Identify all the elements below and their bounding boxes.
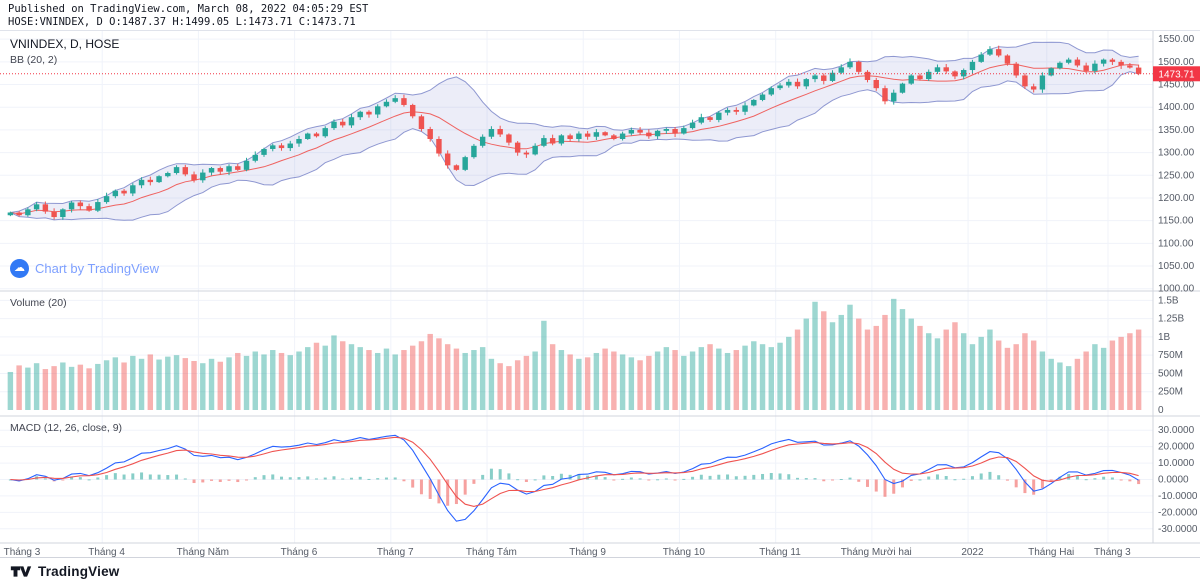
- svg-text:750M: 750M: [1158, 350, 1183, 361]
- svg-text:1550.00: 1550.00: [1158, 34, 1195, 45]
- chart-canvas[interactable]: 1000.00 1050.00 1100.00 1150.00 1200.00 1250.…: [0, 31, 1200, 559]
- svg-text:Tháng 11: Tháng 11: [759, 547, 801, 558]
- svg-text:1100.00: 1100.00: [1158, 238, 1194, 249]
- macd-layer: [8, 434, 1141, 522]
- svg-text:1.25B: 1.25B: [1158, 314, 1184, 325]
- svg-text:10.0000: 10.0000: [1158, 458, 1195, 469]
- svg-text:1150.00: 1150.00: [1158, 216, 1194, 227]
- symbol-ohlc-line: HOSE:VNINDEX, D O:1487.37 H:1499.05 L:14…: [8, 16, 356, 28]
- svg-text:Tháng 3: Tháng 3: [4, 547, 41, 558]
- svg-text:Tháng Năm: Tháng Năm: [177, 547, 229, 558]
- grid-layer: [0, 31, 1153, 543]
- svg-text:1500.00: 1500.00: [1158, 57, 1195, 68]
- bb-legend[interactable]: BB (20, 2): [10, 54, 58, 66]
- symbol-legend[interactable]: VNINDEX, D, HOSE: [10, 37, 120, 51]
- main-legend: VNINDEX, D, HOSE BB (20, 2): [10, 37, 119, 66]
- volume-legend[interactable]: Volume (20): [10, 297, 67, 309]
- publish-header: Published on TradingView.com, March 08, …: [0, 0, 1200, 30]
- svg-text:1250.00: 1250.00: [1158, 170, 1195, 181]
- svg-text:1473.71: 1473.71: [1158, 69, 1195, 80]
- volume-bars-layer: [7, 298, 1142, 410]
- macd-legend[interactable]: MACD (12, 26, close, 9): [10, 422, 123, 434]
- volume-axis[interactable]: 1.5B 1.25B 1B 750M 500M 250M 0: [1158, 295, 1184, 416]
- svg-text:500M: 500M: [1158, 368, 1183, 379]
- svg-text:1050.00: 1050.00: [1158, 261, 1195, 272]
- macd-axis[interactable]: 30.0000 20.0000 10.0000 0.0000 -10.0000 -20.0…: [1158, 425, 1198, 535]
- svg-text:1400.00: 1400.00: [1158, 102, 1195, 113]
- svg-text:Tháng 7: Tháng 7: [377, 547, 414, 558]
- candles-layer: [7, 45, 1142, 220]
- svg-text:Tháng 10: Tháng 10: [663, 547, 706, 558]
- publish-info: Published on TradingView.com, March 08, …: [8, 3, 369, 15]
- svg-text:1350.00: 1350.00: [1158, 125, 1195, 136]
- svg-text:250M: 250M: [1158, 387, 1183, 398]
- svg-text:1300.00: 1300.00: [1158, 148, 1195, 159]
- svg-text:-30.0000: -30.0000: [1158, 524, 1198, 535]
- svg-text:Tháng 3: Tháng 3: [1094, 547, 1131, 558]
- last-price-badge: 1473.71: [1153, 66, 1200, 82]
- svg-text:30.0000: 30.0000: [1158, 425, 1195, 436]
- svg-text:Tháng Hai: Tháng Hai: [1028, 547, 1074, 558]
- svg-text:Tháng Tám: Tháng Tám: [466, 547, 517, 558]
- tradingview-watermark[interactable]: ☁ Chart by TradingView: [10, 259, 159, 278]
- panel-separators: [0, 31, 1200, 544]
- svg-text:1000.00: 1000.00: [1158, 284, 1195, 295]
- chart-area[interactable]: 1000.00 1050.00 1100.00 1150.00 1200.00 1250.…: [0, 30, 1200, 558]
- watermark-text: Chart by TradingView: [35, 261, 160, 276]
- svg-text:1200.00: 1200.00: [1158, 193, 1195, 204]
- svg-text:1B: 1B: [1158, 332, 1171, 343]
- svg-text:Tháng 4: Tháng 4: [88, 547, 125, 558]
- bollinger-layer: [10, 41, 1139, 221]
- svg-text:0: 0: [1158, 405, 1164, 416]
- svg-text:0.0000: 0.0000: [1158, 475, 1189, 486]
- footer: TradingView: [0, 558, 1200, 584]
- svg-text:1.5B: 1.5B: [1158, 295, 1179, 306]
- tradingview-logo-text[interactable]: TradingView: [38, 563, 120, 579]
- svg-text:-20.0000: -20.0000: [1158, 507, 1198, 518]
- time-axis[interactable]: Tháng 3 Tháng 4 Tháng Năm Tháng 6 Tháng 7 Thá…: [4, 547, 1132, 558]
- svg-text:Tháng Mười hai: Tháng Mười hai: [841, 547, 912, 558]
- svg-text:-10.0000: -10.0000: [1158, 491, 1198, 502]
- svg-text:2022: 2022: [961, 547, 984, 558]
- svg-text:Tháng 9: Tháng 9: [569, 547, 606, 558]
- tradingview-cloud-icon: ☁: [10, 259, 29, 278]
- svg-text:1450.00: 1450.00: [1158, 80, 1195, 91]
- price-axis[interactable]: 1000.00 1050.00 1100.00 1150.00 1200.00 1250.…: [1158, 34, 1195, 295]
- svg-text:Tháng 6: Tháng 6: [281, 547, 318, 558]
- tradingview-logo-icon[interactable]: [10, 564, 32, 579]
- svg-text:20.0000: 20.0000: [1158, 442, 1195, 453]
